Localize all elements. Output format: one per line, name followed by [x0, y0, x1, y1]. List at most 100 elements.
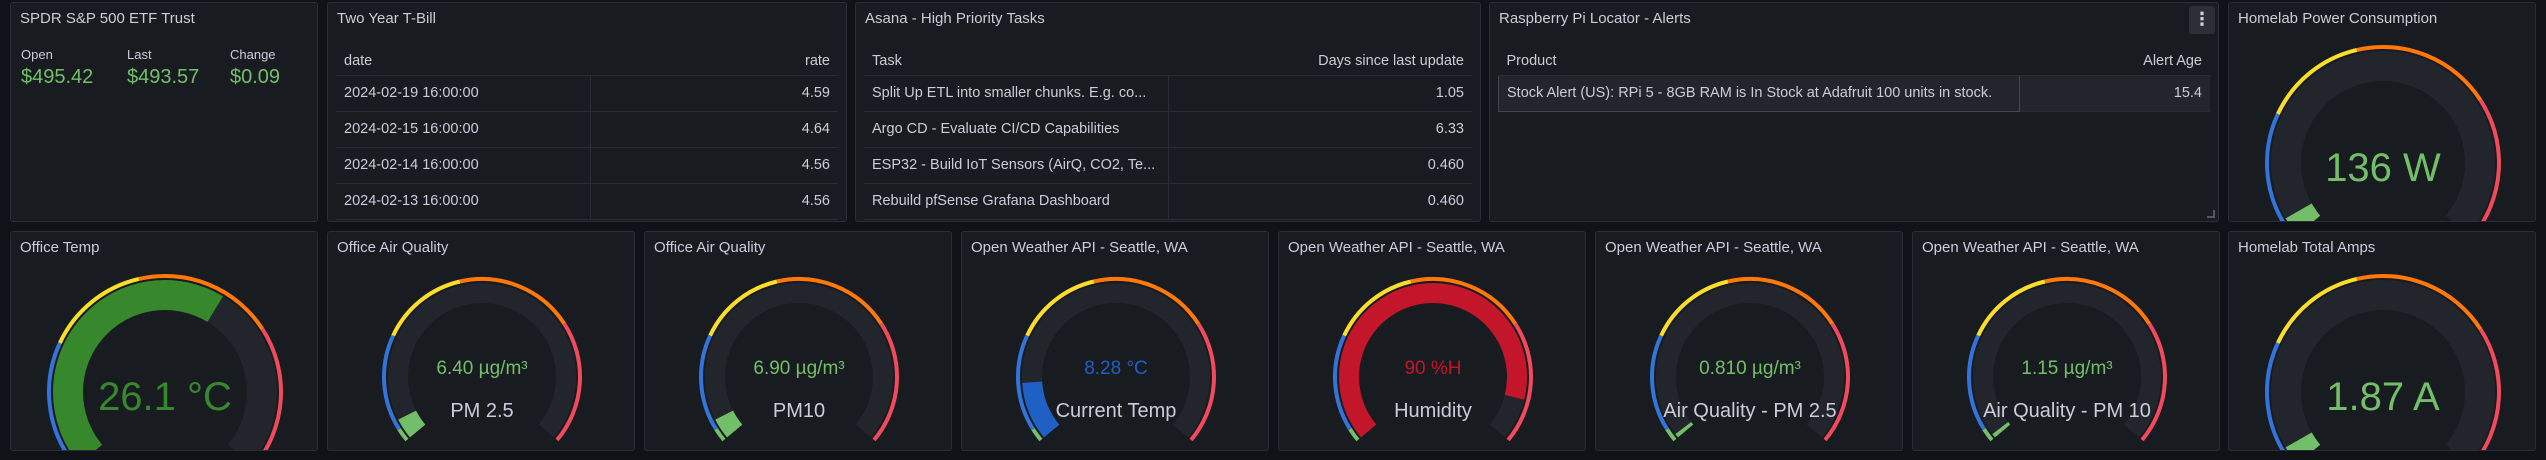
- cell-date: 2024-02-14 16:00:00: [336, 147, 591, 184]
- panel-title: Office Temp: [20, 239, 100, 256]
- column-header-product[interactable]: Product: [1498, 47, 2020, 76]
- gauge-label: PM10: [773, 400, 825, 422]
- gauge-threshold-band: [459, 277, 567, 325]
- cell-rate: 4.59: [590, 75, 838, 112]
- gauge-svg: 136 W: [2265, 44, 2501, 221]
- stat-label: Open: [21, 47, 53, 62]
- gauge-threshold-band: [872, 322, 899, 442]
- gauge-value-fill: [1339, 283, 1527, 438]
- cell-task: Rebuild pfSense Grafana Dashboard: [872, 193, 1110, 209]
- gauge-threshold-band: [1506, 322, 1533, 442]
- office-temp-panel: Office Temp 26.1 °C: [10, 231, 318, 451]
- gauge-threshold-band: [2276, 277, 2358, 344]
- gauge-svg: 8.28 °C Current Temp: [1016, 277, 1216, 442]
- column-header-alert-age[interactable]: Alert Age: [2019, 47, 2210, 76]
- gauge-track: [388, 283, 576, 438]
- panel-title: Asana - High Priority Tasks: [865, 10, 1045, 27]
- gauge-threshold-band: [382, 334, 401, 431]
- tbill-panel: Two Year T-Bill date rate 2024-02-19 16:…: [327, 2, 847, 222]
- table-row: Argo CD - Evaluate CI/CD Capabilities 6.3…: [864, 111, 1472, 148]
- gauge-threshold-band: [714, 428, 726, 442]
- table-row: Rebuild pfSense Grafana Dashboard 0.460: [864, 183, 1472, 220]
- gauge-label: Air Quality - PM 2.5: [1663, 400, 1836, 422]
- gauge-value-fill: [1022, 381, 1060, 438]
- gauge-track: [1973, 283, 2161, 438]
- gauge-threshold-band: [397, 428, 409, 442]
- gauge-threshold-band: [1823, 322, 1850, 442]
- cell-rate: 4.56: [590, 147, 838, 184]
- gauge-threshold-band: [1189, 322, 1216, 442]
- gauge-threshold-band: [2265, 113, 2285, 221]
- gauge-threshold-band: [776, 277, 884, 325]
- column-header-task[interactable]: Task: [864, 47, 1168, 76]
- resize-handle[interactable]: [2207, 210, 2215, 218]
- gauge-threshold-band: [2044, 277, 2152, 325]
- gauge-track: [1022, 283, 1210, 438]
- panel-title: Homelab Power Consumption: [2238, 10, 2438, 27]
- gauge-value-fill: [53, 280, 224, 450]
- panel-title: Office Air Quality: [337, 239, 449, 256]
- gauge-threshold-band: [1031, 428, 1043, 442]
- gauge-value-text: 90 %H: [1404, 358, 1461, 379]
- stat-value: $495.42: [21, 66, 94, 88]
- table-row: Split Up ETL into smaller chunks. E.g. c…: [864, 75, 1472, 112]
- gauge-threshold-band: [555, 322, 582, 442]
- weather-temp-panel: Open Weather API - Seattle, WA 8.28 °C Cu…: [961, 231, 1269, 451]
- cell-rate: 4.56: [590, 183, 838, 220]
- column-header-days[interactable]: Days since last update: [1168, 47, 1472, 76]
- gauge-value-text: 136 W: [2325, 146, 2441, 190]
- cell-date: 2024-02-13 16:00:00: [336, 183, 591, 220]
- gauge-threshold-band: [699, 334, 718, 431]
- cell-days: 1.05: [1168, 75, 1472, 112]
- gauge-value-text: 1.15 µg/m³: [2021, 358, 2112, 379]
- spdr-panel: SPDR S&P 500 ETF Trust Open $495.42 Last…: [10, 2, 318, 222]
- gauge-value-fill: [2285, 203, 2321, 221]
- rpi-panel: Raspberry Pi Locator - Alerts ⋮ Product …: [1489, 2, 2219, 222]
- office-air-quality-pm10-panel: Office Air Quality 6.90 µg/m³ PM10: [644, 231, 952, 451]
- cell-date: 2024-02-15 16:00:00: [336, 111, 591, 148]
- stat-value: $0.09: [230, 66, 281, 88]
- cell-days: 6.33: [1168, 111, 1472, 148]
- gauge-threshold-band: [1342, 279, 1412, 337]
- gauge-label: PM 2.5: [450, 400, 513, 422]
- table-row: 2024-02-14 16:00:00 4.56: [336, 147, 838, 184]
- gauge-value-fill: [1992, 421, 2011, 438]
- gauge-threshold-band: [708, 279, 778, 337]
- gauge-threshold-band: [2140, 322, 2167, 442]
- gauge-threshold-band: [391, 279, 461, 337]
- gauge-threshold-band: [2478, 99, 2501, 221]
- gauge-threshold-band: [47, 342, 67, 450]
- table-row: 2024-02-13 16:00:00 4.56: [336, 183, 838, 220]
- gauge-threshold-band: [1665, 428, 1677, 442]
- gauge-threshold-band: [2478, 328, 2501, 450]
- column-header-date[interactable]: date: [336, 47, 590, 76]
- panel-menu-button[interactable]: ⋮: [2189, 6, 2215, 34]
- gauge-threshold-band: [1410, 277, 1518, 325]
- gauge-threshold-band: [1967, 334, 1986, 431]
- weather-humidity-panel: Open Weather API - Seattle, WA 90 %H Humi…: [1278, 231, 1586, 451]
- cell-task: Argo CD - Evaluate CI/CD Capabilities: [872, 121, 1120, 137]
- gauge-label: Air Quality - PM 10: [1983, 400, 2151, 422]
- gauge-threshold-band: [1025, 279, 1095, 337]
- asana-panel: Asana - High Priority Tasks Task Days si…: [855, 2, 1481, 222]
- gauge-value-text: 6.90 µg/m³: [753, 358, 844, 379]
- gauge-threshold-band: [2276, 48, 2358, 115]
- gauge-threshold-band: [1348, 428, 1360, 442]
- cell-task: Split Up ETL into smaller chunks. E.g. c…: [872, 85, 1147, 101]
- amps-panel: Homelab Total Amps 1.87 A: [2228, 231, 2536, 451]
- gauge-svg: 26.1 °C: [47, 273, 283, 450]
- column-header-rate[interactable]: rate: [590, 47, 838, 76]
- tbill-table: date rate 2024-02-19 16:00:00 4.59 2024-0…: [336, 47, 838, 220]
- panel-title: Open Weather API - Seattle, WA: [971, 239, 1188, 256]
- gauge-value-text: 0.810 µg/m³: [1699, 358, 1801, 379]
- gauge-svg: 1.87 A: [2265, 273, 2501, 450]
- asana-table: Task Days since last update Split Up ETL…: [864, 47, 1472, 220]
- gauge-value-fill: [715, 410, 743, 438]
- gauge-value-text: 8.28 °C: [1084, 358, 1148, 379]
- gauge-threshold-band: [1093, 277, 1201, 325]
- panel-title: Office Air Quality: [654, 239, 766, 256]
- cell-date: 2024-02-19 16:00:00: [336, 75, 591, 112]
- weather-pm25-panel: Open Weather API - Seattle, WA 0.810 µg/…: [1595, 231, 1903, 451]
- gauge-threshold-band: [2356, 44, 2483, 102]
- cell-product[interactable]: Stock Alert (US): RPi 5 - 8GB RAM is In …: [1498, 74, 2020, 112]
